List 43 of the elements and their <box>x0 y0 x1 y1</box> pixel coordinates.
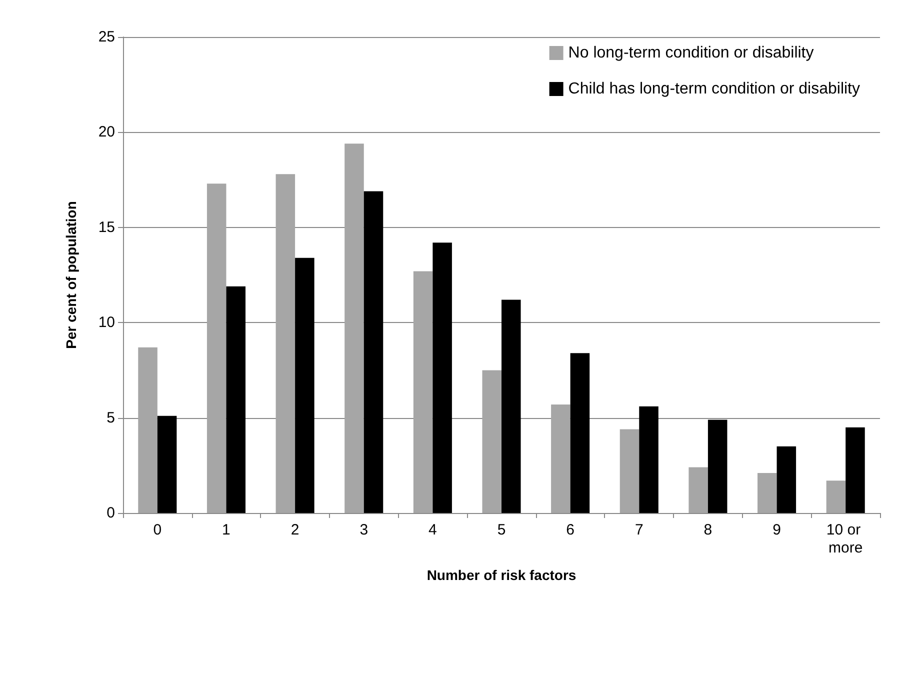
x-tick-label: 7 <box>634 522 644 538</box>
bar <box>708 420 728 513</box>
bar <box>620 429 640 513</box>
y-tick-label: 0 <box>106 504 115 522</box>
y-tick-label: 15 <box>98 218 115 236</box>
x-tick-label: 8 <box>704 522 712 538</box>
y-tick-label: 10 <box>98 314 115 332</box>
x-tick-label: 5 <box>497 522 506 538</box>
x-axis-title: Number of risk factors <box>426 567 576 583</box>
bar <box>157 416 177 513</box>
bar <box>295 258 314 513</box>
bar <box>413 271 433 513</box>
y-tick-label: 20 <box>98 124 115 141</box>
x-tick-label: 3 <box>360 522 368 538</box>
x-tick-label: 9 <box>772 522 781 538</box>
legend-label: No long-term condition or disability <box>568 44 814 62</box>
legend-label: Child has long-term condition or disability <box>568 80 860 98</box>
bar <box>688 467 708 513</box>
bar <box>276 174 296 513</box>
bar <box>776 446 796 513</box>
x-tick-label: 4 <box>428 522 437 538</box>
bar <box>502 300 521 513</box>
x-tick-label: 2 <box>290 522 300 538</box>
bar <box>432 242 452 513</box>
y-tick-label: 5 <box>106 409 115 426</box>
bar <box>364 191 384 513</box>
bar <box>639 406 658 513</box>
bar <box>226 286 246 513</box>
y-axis-title: Per cent of population <box>63 201 79 349</box>
bar <box>826 480 846 513</box>
x-tick-label: 1 <box>222 522 230 538</box>
bar <box>482 370 502 513</box>
bar <box>138 347 158 513</box>
bar <box>206 184 226 513</box>
x-tick-label: 6 <box>566 522 574 538</box>
y-tick-label: 25 <box>98 28 115 46</box>
bar <box>570 353 590 513</box>
bar <box>344 144 364 513</box>
bar <box>551 404 570 513</box>
bar <box>758 473 777 513</box>
bar <box>846 427 865 513</box>
x-tick-label: 10 or more <box>826 522 865 556</box>
x-tick-label: 0 <box>153 522 162 538</box>
